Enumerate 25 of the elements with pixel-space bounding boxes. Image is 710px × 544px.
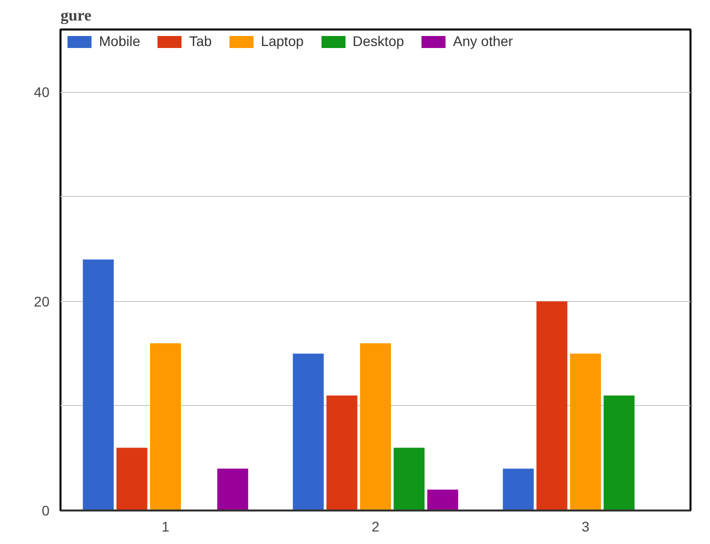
bar xyxy=(427,490,458,510)
bar xyxy=(502,468,534,510)
bar xyxy=(292,354,324,510)
y-tick-label: 40 xyxy=(34,84,50,100)
bar xyxy=(570,354,601,510)
legend-label: Laptop xyxy=(260,33,304,49)
legend-label: Any other xyxy=(453,33,513,49)
bar xyxy=(217,468,248,510)
bar xyxy=(394,448,425,510)
bar xyxy=(536,301,568,510)
y-tick-label: 0 xyxy=(42,502,50,518)
x-tick-label: 3 xyxy=(582,518,590,534)
legend-label: Mobile xyxy=(99,33,140,49)
x-tick-label: 1 xyxy=(162,518,170,534)
bar xyxy=(116,448,148,510)
bar xyxy=(82,260,114,510)
text: gure xyxy=(60,8,92,24)
bar xyxy=(150,343,181,510)
legend-label: Desktop xyxy=(352,33,404,49)
bar xyxy=(326,395,358,510)
bar xyxy=(360,343,391,510)
legend-label: Tab xyxy=(189,33,212,49)
y-tick-label: 20 xyxy=(34,293,50,310)
x-tick-label: 2 xyxy=(372,518,380,534)
bar xyxy=(604,395,635,510)
